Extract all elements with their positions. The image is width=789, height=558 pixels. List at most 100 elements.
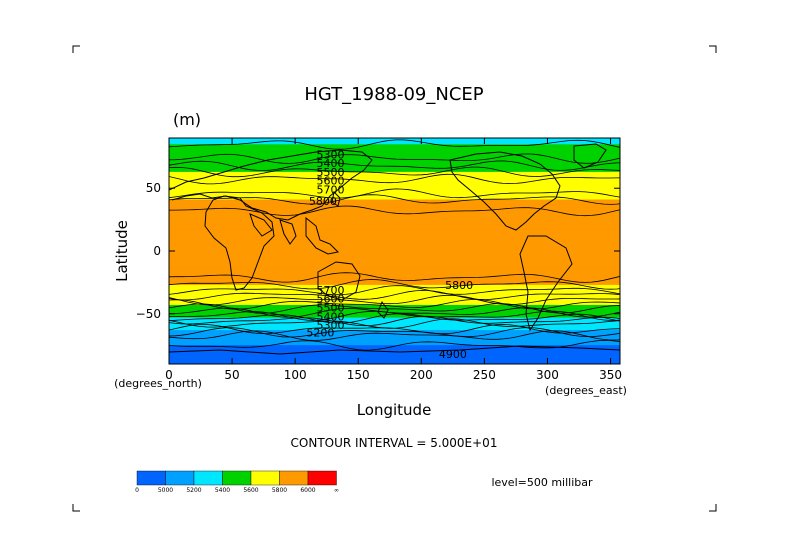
contour-value-label: 5300 bbox=[316, 319, 344, 332]
color-band bbox=[169, 341, 620, 344]
color-band bbox=[169, 159, 620, 162]
color-band bbox=[169, 195, 620, 198]
color-band bbox=[169, 261, 620, 263]
color-band bbox=[169, 224, 620, 227]
color-band bbox=[169, 251, 620, 253]
color-band bbox=[169, 292, 620, 295]
contour-value-label: 5400 bbox=[316, 310, 344, 323]
y-axis-title: Latitude bbox=[113, 220, 131, 282]
color-band bbox=[169, 205, 620, 208]
color-band bbox=[169, 235, 620, 238]
color-band bbox=[169, 160, 620, 163]
contour-line bbox=[169, 166, 620, 178]
color-band bbox=[169, 198, 620, 201]
color-band bbox=[169, 267, 620, 270]
color-band bbox=[169, 244, 620, 247]
color-band bbox=[169, 169, 620, 172]
color-band bbox=[169, 256, 620, 258]
color-band bbox=[169, 335, 620, 337]
contour-value-label: 5500 bbox=[316, 302, 344, 315]
color-band bbox=[169, 328, 620, 331]
contour-line bbox=[169, 205, 620, 217]
contour-line bbox=[169, 160, 620, 172]
y-tick-label: −50 bbox=[136, 307, 161, 321]
color-band bbox=[169, 217, 620, 219]
x-tick-label: 150 bbox=[347, 368, 370, 382]
plot-area: 5800490053005400550056005700580057005600… bbox=[168, 137, 621, 365]
x-tick-label: 350 bbox=[599, 368, 622, 382]
color-band bbox=[169, 288, 620, 291]
color-band bbox=[169, 316, 620, 319]
color-band bbox=[169, 350, 620, 353]
legend-swatch bbox=[165, 470, 195, 486]
color-band bbox=[169, 230, 620, 233]
legend-tick-label: ∞ bbox=[334, 487, 339, 494]
legend-tick-label: 5200 bbox=[186, 487, 201, 494]
contour-value-label: 5600 bbox=[316, 175, 344, 188]
color-band bbox=[169, 184, 620, 187]
color-band bbox=[169, 252, 620, 255]
color-band bbox=[169, 197, 620, 199]
color-band bbox=[169, 174, 620, 177]
color-band bbox=[169, 180, 620, 183]
legend-swatch bbox=[250, 470, 280, 486]
color-band bbox=[169, 210, 620, 213]
contour-value-label: 5700 bbox=[316, 284, 344, 297]
color-band bbox=[169, 183, 620, 186]
x-axis-title: Longitude bbox=[357, 401, 432, 419]
color-band bbox=[169, 186, 620, 189]
color-band bbox=[169, 361, 620, 364]
color-band bbox=[169, 337, 620, 340]
x-tick-label: 200 bbox=[410, 368, 433, 382]
color-band bbox=[169, 151, 620, 154]
color-band bbox=[169, 253, 620, 256]
legend-swatch bbox=[279, 470, 309, 486]
color-band bbox=[169, 203, 620, 206]
color-band bbox=[169, 140, 620, 143]
color-band bbox=[169, 166, 620, 169]
legend-tick-label: 0 bbox=[135, 487, 139, 494]
color-band bbox=[169, 179, 620, 182]
color-band bbox=[169, 271, 620, 273]
contour-value-label: 5800 bbox=[309, 195, 337, 208]
contour-value-label: 5500 bbox=[316, 166, 344, 179]
contour-line bbox=[169, 339, 620, 351]
color-band bbox=[169, 237, 620, 240]
color-band bbox=[169, 353, 620, 356]
color-band bbox=[169, 209, 620, 212]
contour-line bbox=[169, 303, 620, 314]
color-band bbox=[169, 247, 620, 250]
color-band bbox=[169, 254, 620, 257]
contour-line bbox=[169, 299, 620, 310]
color-band bbox=[169, 242, 620, 245]
legend-swatch bbox=[222, 470, 252, 486]
contour-line bbox=[169, 194, 620, 205]
contour-interval-note: CONTOUR INTERVAL = 5.000E+01 bbox=[291, 436, 498, 450]
contour-value-label: 5600 bbox=[316, 293, 344, 306]
color-band bbox=[169, 272, 620, 275]
color-band bbox=[169, 171, 620, 174]
x-tick-label: 100 bbox=[284, 368, 307, 382]
color-band bbox=[169, 348, 620, 351]
color-band bbox=[169, 164, 620, 167]
x-tick-label: 300 bbox=[536, 368, 559, 382]
color-band bbox=[169, 340, 620, 342]
continent-outlines bbox=[169, 143, 620, 355]
legend-tick-label: 5000 bbox=[158, 487, 173, 494]
color-band bbox=[169, 323, 620, 326]
color-band bbox=[169, 291, 620, 294]
color-band bbox=[169, 358, 620, 361]
color-band bbox=[169, 204, 620, 207]
y-unit-note: (degrees_north) bbox=[114, 377, 202, 390]
color-band bbox=[169, 298, 620, 301]
color-band bbox=[169, 357, 620, 360]
color-band bbox=[169, 351, 620, 354]
color-band bbox=[169, 343, 620, 346]
color-band bbox=[169, 148, 620, 150]
color-band bbox=[169, 268, 620, 271]
color-band bbox=[169, 200, 620, 203]
color-band bbox=[169, 322, 620, 325]
color-band bbox=[169, 191, 620, 194]
color-band bbox=[169, 223, 620, 226]
